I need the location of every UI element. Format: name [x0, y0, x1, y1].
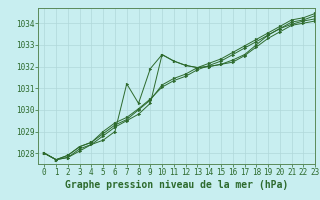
X-axis label: Graphe pression niveau de la mer (hPa): Graphe pression niveau de la mer (hPa) [65, 180, 288, 190]
